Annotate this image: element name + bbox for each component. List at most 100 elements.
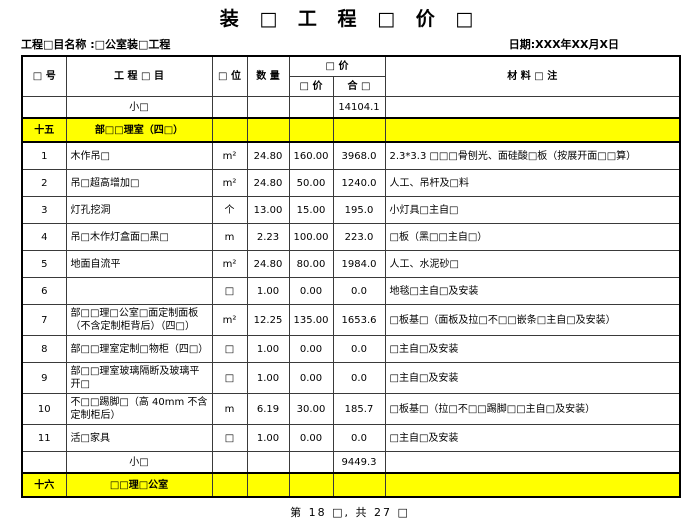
cell-item-name: 不□□踢脚□（高 40mm 不含定制柜后） (65, 393, 213, 425)
cell-no: 4 (21, 223, 67, 251)
cell-remark: □主自□及安装 (384, 362, 681, 394)
cell-total: 1653.6 (332, 304, 386, 336)
header-price-group: □ 价 (288, 55, 386, 77)
table-row-item: 7 部□□理□公室□面定制面板（不含定制柜背后）（四□） m² 12.25 135.00… (21, 304, 681, 336)
cell-unit: m² (211, 250, 248, 278)
cell-qty: 24.80 (246, 169, 290, 197)
quotation-table: □ 号 工 程 □ 目 □ 位 数 量 □ 价 材 料 □ 注 □ 价 合 □ … (21, 55, 681, 498)
cell-no: 11 (21, 424, 67, 452)
cell-item-name: 灯孔挖洞 (65, 196, 213, 224)
page-number: 第 18 □, 共 27 □ (290, 506, 410, 519)
cell-total: 1984.0 (332, 250, 386, 278)
cell-unit-price: 0.00 (288, 424, 334, 452)
table-row-item: 6 □ 1.00 0.00 0.0 地毯□主自□及安装 (21, 277, 681, 305)
cell-qty: 24.80 (246, 250, 290, 278)
cell-total: 1240.0 (332, 169, 386, 197)
cell-remark: □主自□及安装 (384, 335, 681, 363)
cell-qty: 1.00 (246, 362, 290, 394)
cell-no: 十五 (21, 117, 67, 143)
cell-total: 14104.1 (332, 96, 386, 119)
meta-row: 工程□目名称 :□公室装□工程 日期:XXX年XX月X日 (21, 36, 679, 52)
table-row-section: 十六 □□理□公室 (21, 472, 681, 498)
cell-total: 3968.0 (332, 141, 386, 170)
cell-unit: m (211, 223, 248, 251)
cell-remark: 人工、水泥砂□ (384, 250, 681, 278)
header-item: 工 程 □ 目 (65, 55, 213, 97)
cell-qty: 2.23 (246, 223, 290, 251)
cell-unit-price: 160.00 (288, 141, 334, 170)
cell-qty: 1.00 (246, 424, 290, 452)
cell-total: 0.0 (332, 424, 386, 452)
cell-qty: 24.80 (246, 141, 290, 170)
cell-remark (384, 451, 681, 474)
cell-qty (246, 472, 290, 498)
cell-unit-price (288, 117, 334, 143)
cell-no: 3 (21, 196, 67, 224)
cell-unit: □ (211, 362, 248, 394)
cell-unit-price: 0.00 (288, 335, 334, 363)
cell-unit (211, 451, 248, 474)
cell-unit: m² (211, 141, 248, 170)
header-remark: 材 料 □ 注 (384, 55, 681, 97)
page-title: 装 □ 工 程 □ 价 □ (219, 8, 481, 30)
cell-item-name: 地面自流平 (65, 250, 213, 278)
header-unit-price: □ 价 (288, 76, 334, 97)
cell-qty (246, 451, 290, 474)
table-row-subtotal: 小□ 9449.3 (21, 451, 681, 474)
cell-unit-price: 15.00 (288, 196, 334, 224)
cell-total: 0.0 (332, 335, 386, 363)
cell-item-name: □□理□公室 (65, 472, 213, 498)
header-qty: 数 量 (246, 55, 290, 97)
cell-qty (246, 117, 290, 143)
table-row-item: 1 木作吊□ m² 24.80 160.00 3968.0 2.3*3.3 □□□骨刨光、面… (21, 141, 681, 170)
header-no: □ 号 (21, 55, 67, 97)
cell-unit: □ (211, 335, 248, 363)
table-row-item: 8 部□□理室定制□物柜（四□） □ 1.00 0.00 0.0 □主自□及安装 (21, 335, 681, 363)
cell-unit: 个 (211, 196, 248, 224)
cell-remark: 人工、吊杆及□料 (384, 169, 681, 197)
cell-no: 1 (21, 141, 67, 170)
cell-qty (246, 96, 290, 119)
cell-unit-price: 100.00 (288, 223, 334, 251)
cell-total (332, 472, 386, 498)
table-row-item: 11 活□家具 □ 1.00 0.00 0.0 □主自□及安装 (21, 424, 681, 452)
cell-no: 5 (21, 250, 67, 278)
cell-remark: 小灯具□主自□ (384, 196, 681, 224)
cell-total: 223.0 (332, 223, 386, 251)
cell-no: 10 (21, 393, 67, 425)
cell-total: 0.0 (332, 277, 386, 305)
cell-qty: 1.00 (246, 335, 290, 363)
cell-item-name: 部□□理室玻璃隔断及玻璃平开□ (65, 362, 213, 394)
cell-unit: m (211, 393, 248, 425)
cell-item-name: 活□家具 (65, 424, 213, 452)
cell-remark: 地毯□主自□及安装 (384, 277, 681, 305)
cell-total: 195.0 (332, 196, 386, 224)
cell-total: 185.7 (332, 393, 386, 425)
cell-item-name: 小□ (65, 96, 213, 119)
cell-remark (384, 472, 681, 498)
cell-no: 8 (21, 335, 67, 363)
cell-remark: □主自□及安装 (384, 424, 681, 452)
cell-no: 2 (21, 169, 67, 197)
cell-remark: □板（黑□□主自□） (384, 223, 681, 251)
cell-no: 7 (21, 304, 67, 336)
cell-unit-price: 135.00 (288, 304, 334, 336)
cell-unit (211, 472, 248, 498)
project-name-label: 工程□目名称 :□公室装□工程 (21, 38, 171, 51)
table-row-subtotal: 小□ 14104.1 (21, 96, 681, 119)
cell-unit-price: 50.00 (288, 169, 334, 197)
cell-unit (211, 96, 248, 119)
table-row-item: 2 吊□超高增加□ m² 24.80 50.00 1240.0 人工、吊杆及□料 (21, 169, 681, 197)
header-unit: □ 位 (211, 55, 248, 97)
cell-no (21, 451, 67, 474)
cell-unit: m² (211, 304, 248, 336)
cell-unit: □ (211, 277, 248, 305)
cell-unit-price: 0.00 (288, 277, 334, 305)
cell-remark: □板基□（拉□不□□踢脚□□主自□及安装） (384, 393, 681, 425)
header-total: 合 □ (332, 76, 386, 97)
cell-remark: □板基□（面板及拉□不□□嵌条□主自□及安装） (384, 304, 681, 336)
cell-unit-price (288, 96, 334, 119)
cell-unit: □ (211, 424, 248, 452)
cell-remark (384, 96, 681, 119)
